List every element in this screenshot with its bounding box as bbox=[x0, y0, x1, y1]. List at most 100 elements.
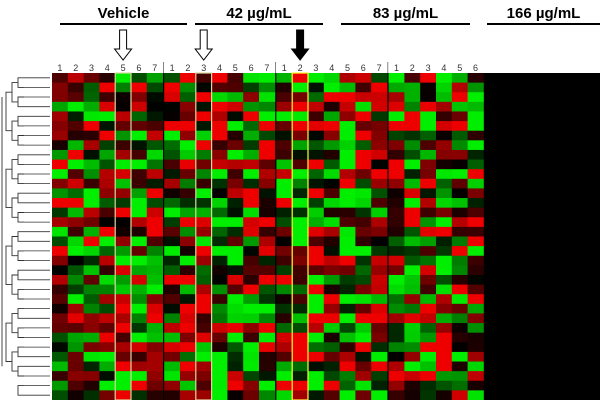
heatmap-cell bbox=[227, 149, 244, 160]
dendrogram-branch bbox=[11, 312, 18, 334]
heatmap-cell bbox=[52, 246, 69, 257]
heatmap-cell bbox=[131, 92, 148, 103]
heatmap-cell bbox=[292, 140, 309, 151]
heatmap-cell bbox=[195, 178, 212, 189]
heatmap-cell bbox=[371, 265, 388, 276]
heatmap-cell bbox=[339, 361, 356, 372]
heatmap-cell bbox=[404, 149, 421, 160]
heatmap-cell bbox=[131, 236, 148, 247]
heatmap-cell bbox=[83, 236, 100, 247]
heatmap-cell bbox=[276, 332, 293, 343]
heatmap-cell bbox=[339, 82, 356, 93]
heatmap-cell bbox=[388, 313, 405, 324]
dendrogram-branch bbox=[5, 91, 12, 132]
heatmap-cell bbox=[467, 361, 484, 372]
heatmap-cell bbox=[308, 207, 325, 218]
heatmap-cell bbox=[292, 188, 309, 199]
heatmap-cell bbox=[292, 303, 309, 314]
heatmap-cell bbox=[259, 82, 276, 93]
heatmap-cell bbox=[146, 313, 163, 324]
heatmap-cell bbox=[292, 380, 309, 391]
heatmap-cell bbox=[67, 159, 84, 170]
heatmap-cell bbox=[323, 159, 340, 170]
heatmap-cell bbox=[388, 140, 405, 151]
heatmap-cell bbox=[355, 236, 372, 247]
heatmap-cell bbox=[180, 226, 197, 237]
heatmap-cell bbox=[420, 323, 437, 334]
heatmap-cell bbox=[420, 82, 437, 93]
heatmap-cell bbox=[323, 380, 340, 391]
heatmap-cell bbox=[355, 73, 372, 84]
heatmap-cell bbox=[451, 323, 468, 334]
heatmap-cell bbox=[451, 390, 468, 400]
heatmap-cell bbox=[131, 371, 148, 382]
heatmap-cell bbox=[308, 390, 325, 400]
heatmap-cell bbox=[83, 255, 100, 266]
heatmap-cell bbox=[67, 265, 84, 276]
heatmap-cell bbox=[227, 217, 244, 228]
heatmap-cell bbox=[436, 294, 453, 305]
heatmap-cell bbox=[146, 159, 163, 170]
heatmap-cell bbox=[355, 101, 372, 112]
heatmap-cell bbox=[99, 73, 116, 84]
heatmap-cell bbox=[259, 294, 276, 305]
heatmap-cell bbox=[131, 149, 148, 160]
heatmap-cell bbox=[227, 265, 244, 276]
heatmap-cell bbox=[259, 226, 276, 237]
heatmap-cell bbox=[195, 73, 212, 84]
heatmap-cell bbox=[292, 255, 309, 266]
heatmap-cell bbox=[227, 159, 244, 170]
heatmap-cell bbox=[115, 342, 132, 353]
heatmap-cell bbox=[243, 351, 260, 362]
heatmap-cell bbox=[436, 265, 453, 276]
heatmap-cell bbox=[83, 149, 100, 160]
heatmap-cell bbox=[180, 390, 197, 400]
heatmap-cell bbox=[259, 284, 276, 295]
heatmap-cell bbox=[467, 207, 484, 218]
heatmap-cell bbox=[371, 236, 388, 247]
heatmap-cell bbox=[52, 178, 69, 189]
heatmap-cell bbox=[99, 92, 116, 103]
column-label: 2 bbox=[185, 63, 190, 73]
heatmap-cell bbox=[180, 207, 197, 218]
heatmap-cell bbox=[211, 371, 228, 382]
heatmap-cell bbox=[339, 294, 356, 305]
heatmap-cell bbox=[276, 149, 293, 160]
heatmap-cell bbox=[451, 371, 468, 382]
heatmap-cell bbox=[292, 111, 309, 122]
heatmap-cell bbox=[259, 149, 276, 160]
heatmap-cell bbox=[276, 226, 293, 237]
heatmap-cell bbox=[404, 92, 421, 103]
heatmap-cell bbox=[146, 121, 163, 132]
heatmap-cell bbox=[436, 313, 453, 324]
heatmap-cell bbox=[436, 198, 453, 209]
heatmap-cell bbox=[355, 274, 372, 285]
heatmap-cell bbox=[67, 140, 84, 151]
heatmap-cell bbox=[420, 351, 437, 362]
heatmap-cell bbox=[323, 188, 340, 199]
heatmap-cell bbox=[227, 332, 244, 343]
heatmap-cell bbox=[211, 294, 228, 305]
heatmap-cell bbox=[371, 82, 388, 93]
heatmap-cell bbox=[115, 351, 132, 362]
heatmap-cell bbox=[308, 149, 325, 160]
dendrogram-branch bbox=[17, 173, 24, 185]
heatmap-cell bbox=[451, 82, 468, 93]
heatmap-cell bbox=[355, 207, 372, 218]
heatmap-cell bbox=[180, 284, 197, 295]
heatmap-cell bbox=[276, 323, 293, 334]
heatmap-cell bbox=[388, 303, 405, 314]
heatmap-cell bbox=[339, 246, 356, 257]
heatmap-cell bbox=[164, 332, 181, 343]
heatmap-cell bbox=[131, 121, 148, 132]
heatmap-cell bbox=[388, 73, 405, 84]
heatmap-cell bbox=[292, 130, 309, 141]
column-markers bbox=[113, 29, 310, 61]
heatmap-cell bbox=[388, 121, 405, 132]
heatmap-cell bbox=[99, 188, 116, 199]
heatmap-cell bbox=[259, 198, 276, 209]
heatmap-cell bbox=[67, 361, 84, 372]
heatmap-cell bbox=[451, 265, 468, 276]
heatmap-cell bbox=[371, 178, 388, 189]
dendrogram-branch bbox=[17, 154, 24, 165]
